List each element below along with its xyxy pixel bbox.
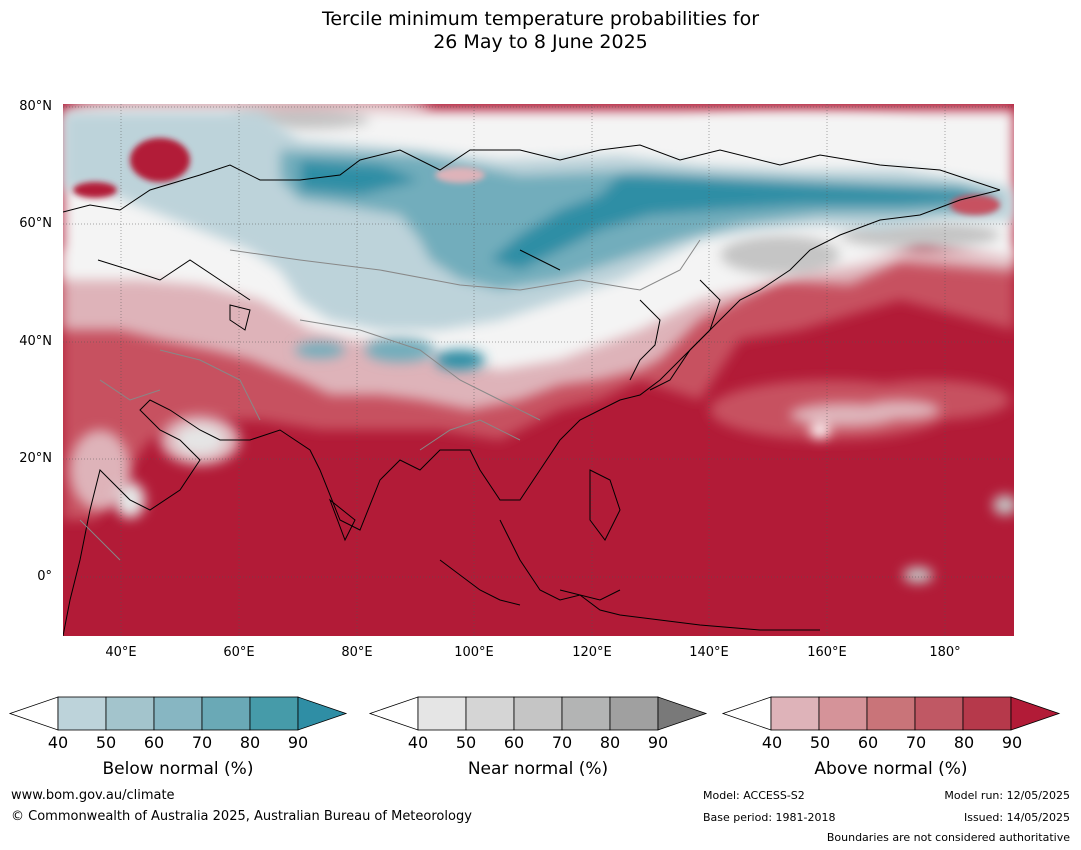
above-colorbar-segment [770, 696, 820, 731]
near-tick-90: 90 [647, 733, 669, 752]
below-tick-40: 40 [47, 733, 69, 752]
above-colorbar-segment [818, 696, 868, 731]
above-tick-70: 70 [905, 733, 927, 752]
lat-label-60n: 60°N [19, 216, 52, 231]
near-colorbar-left-triangle [368, 696, 419, 731]
above-tick-50: 50 [809, 733, 831, 752]
website-link[interactable]: www.bom.gov.au/climate [11, 788, 175, 803]
above-normal-label: Above normal (%) [814, 759, 968, 779]
model-text: Model: ACCESS-S2 [703, 789, 805, 802]
disclaimer-text: Boundaries are not considered authoritat… [826, 831, 1070, 844]
below-tick-80: 80 [239, 733, 261, 752]
lat-label-80n: 80°N [19, 99, 52, 114]
lon-label-120e: 120°E [572, 645, 612, 660]
issued-text: Issued: 14/05/2025 [963, 811, 1070, 824]
coastlines [63, 144, 1001, 636]
near-tick-60: 60 [503, 733, 525, 752]
below-colorbar-left-triangle [8, 696, 59, 731]
above-tick-80: 80 [953, 733, 975, 752]
below-tick-70: 70 [191, 733, 213, 752]
below-colorbar-segment [201, 696, 251, 731]
near-colorbar-segment [609, 696, 659, 731]
above-tick-40: 40 [761, 733, 783, 752]
copyright-text: © Commonwealth of Australia 2025, Austra… [11, 809, 472, 824]
below-colorbar-segment [249, 696, 299, 731]
below-colorbar-segment [57, 696, 107, 731]
lon-label-100e: 100°E [454, 645, 494, 660]
above-colorbar-left-triangle [721, 696, 772, 731]
near-tick-40: 40 [407, 733, 429, 752]
near-colorbar-segment [465, 696, 515, 731]
title-line-1: Tercile minimum temperature probabilitie… [321, 8, 760, 30]
lon-label-160e: 160°E [807, 645, 847, 660]
below-colorbar-segment [105, 696, 155, 731]
above-colorbar-right-triangle [1010, 696, 1061, 731]
lat-label-40n: 40°N [19, 334, 52, 349]
near-colorbar-segment [417, 696, 467, 731]
title-line-2: 26 May to 8 June 2025 [433, 31, 648, 53]
near-tick-80: 80 [599, 733, 621, 752]
country-borders [79, 239, 701, 561]
above-colorbar-segment [914, 696, 964, 731]
map-field [63, 104, 1014, 636]
near-colorbar-right-triangle [657, 696, 708, 731]
model-run-text: Model run: 12/05/2025 [944, 789, 1070, 802]
near-colorbar-segment [513, 696, 563, 731]
lon-label-80e: 80°E [341, 645, 373, 660]
above-colorbar-segment [866, 696, 916, 731]
below-tick-90: 90 [287, 733, 309, 752]
below-normal-label: Below normal (%) [102, 759, 254, 779]
lat-label-0: 0° [37, 569, 52, 584]
above-colorbar-segment [962, 696, 1012, 731]
near-normal-label: Near normal (%) [467, 759, 609, 779]
below-tick-50: 50 [95, 733, 117, 752]
above-tick-60: 60 [857, 733, 879, 752]
below-colorbar-right-triangle [297, 696, 348, 731]
map-gridlines [63, 104, 1014, 636]
below-tick-60: 60 [143, 733, 165, 752]
below-colorbar-segment [153, 696, 203, 731]
lon-label-140e: 140°E [689, 645, 729, 660]
lon-label-60e: 60°E [223, 645, 255, 660]
lon-label-40e: 40°E [105, 645, 137, 660]
above-normal-north-hotspots [73, 138, 1000, 215]
colorbars [8, 696, 1061, 731]
lon-label-180: 180° [929, 645, 961, 660]
below-normal-regions [63, 112, 1014, 370]
lat-label-20n: 20°N [19, 451, 52, 466]
near-tick-50: 50 [455, 733, 477, 752]
map-title: Tercile minimum temperature probabilitie… [0, 8, 1081, 54]
near-colorbar-segment [561, 696, 611, 731]
near-tick-70: 70 [551, 733, 573, 752]
base-period-text: Base period: 1981-2018 [703, 811, 836, 824]
above-tick-90: 90 [1001, 733, 1023, 752]
